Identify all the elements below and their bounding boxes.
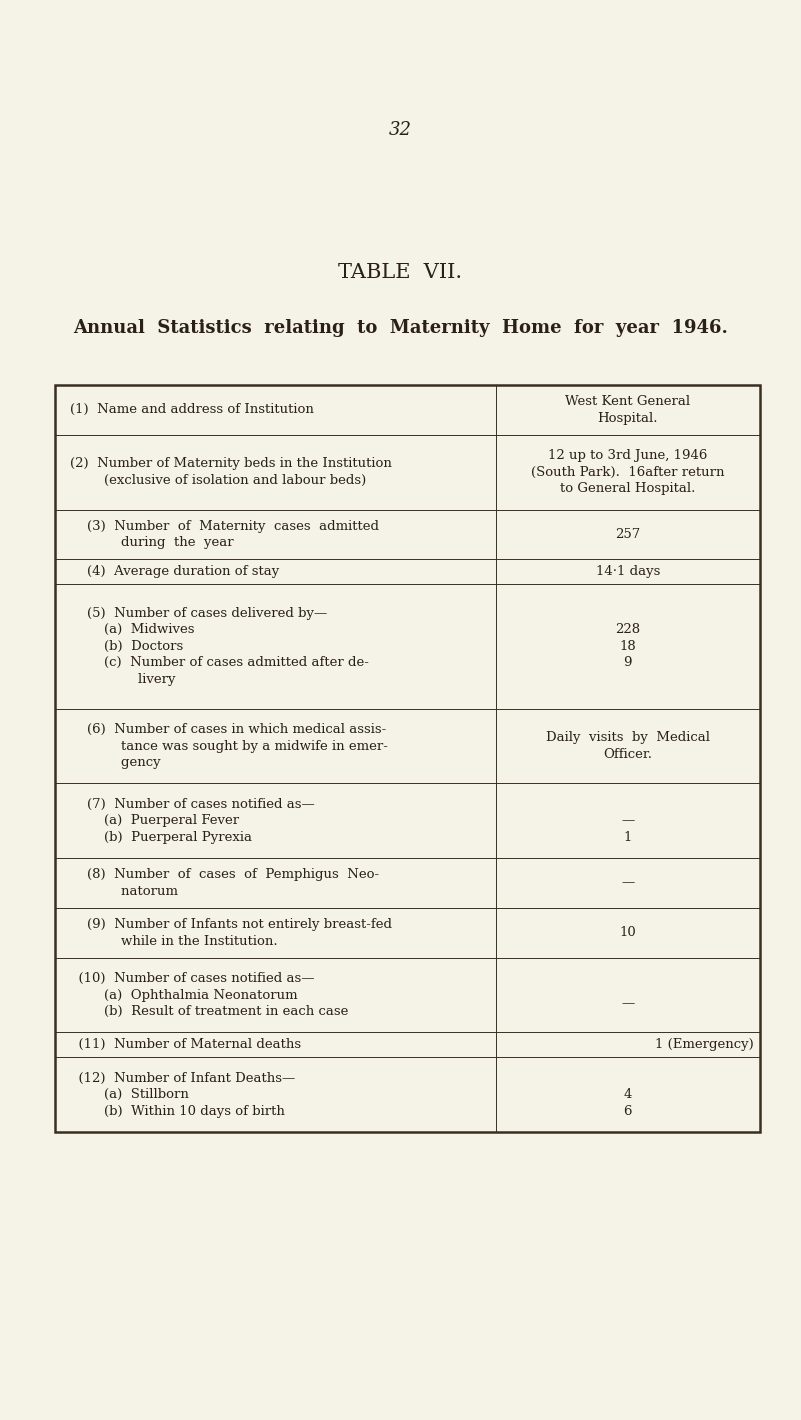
Text: livery: livery <box>70 673 175 686</box>
Text: gency: gency <box>70 755 161 770</box>
Text: —: — <box>622 814 634 828</box>
Text: 10: 10 <box>619 926 636 939</box>
Text: 9: 9 <box>623 656 632 669</box>
Text: natorum: natorum <box>70 885 178 897</box>
Text: (exclusive of isolation and labour beds): (exclusive of isolation and labour beds) <box>70 474 366 487</box>
Text: 12 up to 3rd June, 1946: 12 up to 3rd June, 1946 <box>548 449 707 462</box>
Text: (b)  Result of treatment in each case: (b) Result of treatment in each case <box>70 1005 348 1018</box>
Text: tance was sought by a midwife in emer-: tance was sought by a midwife in emer- <box>70 740 388 753</box>
Text: (5)  Number of cases delivered by—: (5) Number of cases delivered by— <box>70 606 328 621</box>
Text: 18: 18 <box>619 640 636 653</box>
Text: (a)  Puerperal Fever: (a) Puerperal Fever <box>70 814 239 828</box>
Text: (7)  Number of cases notified as—: (7) Number of cases notified as— <box>70 798 315 811</box>
Text: (6)  Number of cases in which medical assis-: (6) Number of cases in which medical ass… <box>70 723 386 736</box>
Text: 1 (Emergency): 1 (Emergency) <box>655 1038 754 1051</box>
Bar <box>55 385 760 1132</box>
Text: (8)  Number  of  cases  of  Pemphigus  Neo-: (8) Number of cases of Pemphigus Neo- <box>70 868 379 882</box>
Text: 32: 32 <box>389 121 412 139</box>
Text: West Kent General: West Kent General <box>566 395 690 408</box>
Text: (2)  Number of Maternity beds in the Institution: (2) Number of Maternity beds in the Inst… <box>70 457 392 470</box>
Text: (b)  Doctors: (b) Doctors <box>70 640 183 653</box>
Text: 14·1 days: 14·1 days <box>596 565 660 578</box>
Text: (a)  Midwives: (a) Midwives <box>70 623 195 636</box>
Text: 228: 228 <box>615 623 640 636</box>
Text: —: — <box>622 876 634 889</box>
Text: to General Hospital.: to General Hospital. <box>560 483 695 496</box>
Text: TABLE  VII.: TABLE VII. <box>339 263 462 281</box>
Text: (11)  Number of Maternal deaths: (11) Number of Maternal deaths <box>70 1038 301 1051</box>
Text: (South Park).  16after return: (South Park). 16after return <box>531 466 725 479</box>
Text: (1)  Name and address of Institution: (1) Name and address of Institution <box>70 403 314 416</box>
Text: 1: 1 <box>624 831 632 843</box>
Text: 257: 257 <box>615 528 641 541</box>
Text: (a)  Stillborn: (a) Stillborn <box>70 1088 189 1100</box>
Text: (3)  Number  of  Maternity  cases  admitted: (3) Number of Maternity cases admitted <box>70 520 379 532</box>
Text: (4)  Average duration of stay: (4) Average duration of stay <box>70 565 280 578</box>
Text: (9)  Number of Infants not entirely breast-fed: (9) Number of Infants not entirely breas… <box>70 919 392 932</box>
Text: Annual  Statistics  relating  to  Maternity  Home  for  year  1946.: Annual Statistics relating to Maternity … <box>73 320 728 337</box>
Text: (10)  Number of cases notified as—: (10) Number of cases notified as— <box>70 973 315 985</box>
Text: 4: 4 <box>624 1088 632 1100</box>
Text: (12)  Number of Infant Deaths—: (12) Number of Infant Deaths— <box>70 1072 296 1085</box>
Text: (b)  Puerperal Pyrexia: (b) Puerperal Pyrexia <box>70 831 252 843</box>
Text: during  the  year: during the year <box>70 537 234 550</box>
Text: (c)  Number of cases admitted after de-: (c) Number of cases admitted after de- <box>70 656 369 669</box>
Text: while in the Institution.: while in the Institution. <box>70 934 278 947</box>
Text: Hospital.: Hospital. <box>598 412 658 425</box>
Text: Daily  visits  by  Medical: Daily visits by Medical <box>545 731 710 744</box>
Text: 6: 6 <box>623 1105 632 1118</box>
Text: (b)  Within 10 days of birth: (b) Within 10 days of birth <box>70 1105 285 1118</box>
Text: Officer.: Officer. <box>603 748 652 761</box>
Text: (a)  Ophthalmia Neonatorum: (a) Ophthalmia Neonatorum <box>70 988 298 1001</box>
Text: —: — <box>622 997 634 1010</box>
